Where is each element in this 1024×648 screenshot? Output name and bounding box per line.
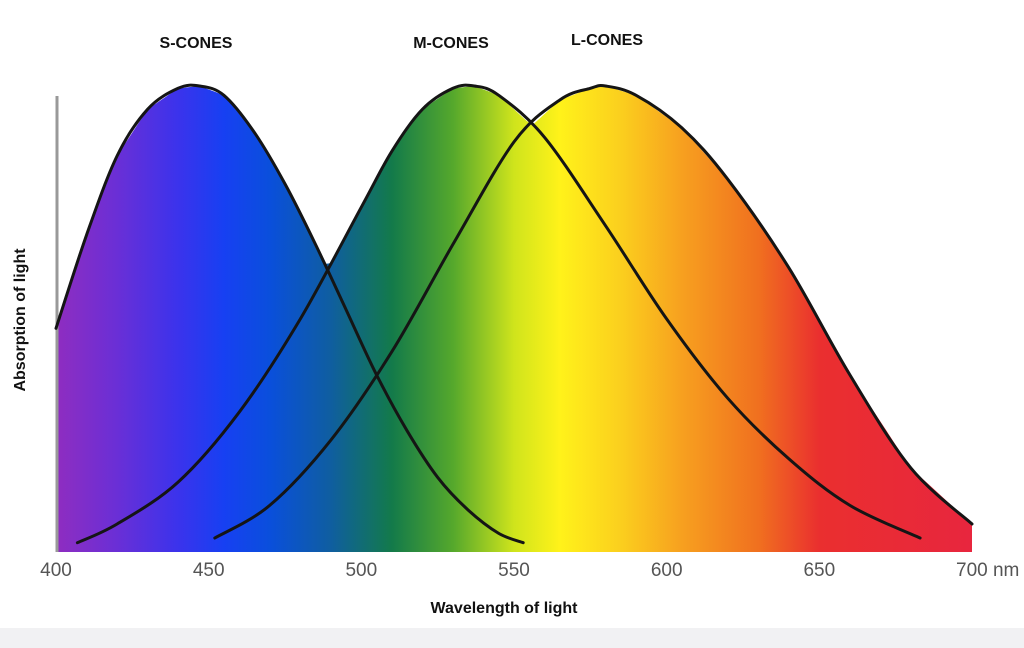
x-tick-label-400: 400 <box>40 560 72 581</box>
series-labels-group: S-CONES M-CONES L-CONES <box>160 32 644 52</box>
series-label-l-cones: L-CONES <box>571 32 643 49</box>
y-axis-title: Absorption of light <box>12 248 29 392</box>
x-tick-label-600: 600 <box>651 560 683 581</box>
x-tick-label-450: 450 <box>193 560 225 581</box>
x-tick-labels-group: 400 450 500 550 600 650 700 nm <box>40 560 1019 581</box>
series-label-m-cones: M-CONES <box>413 35 489 52</box>
series-label-s-cones: S-CONES <box>160 35 233 52</box>
x-tick-label-500: 500 <box>345 560 377 581</box>
bottom-band <box>0 628 1024 648</box>
x-axis-title: Wavelength of light <box>431 600 579 617</box>
curve-l-cones <box>213 84 974 540</box>
x-tick-label-550: 550 <box>498 560 530 581</box>
x-tick-label-650: 650 <box>803 560 835 581</box>
curve-m-cones <box>75 83 922 545</box>
curve-s-cones <box>54 83 525 545</box>
curves-group <box>54 83 974 545</box>
x-tick-label-700: 700 nm <box>956 560 1019 581</box>
